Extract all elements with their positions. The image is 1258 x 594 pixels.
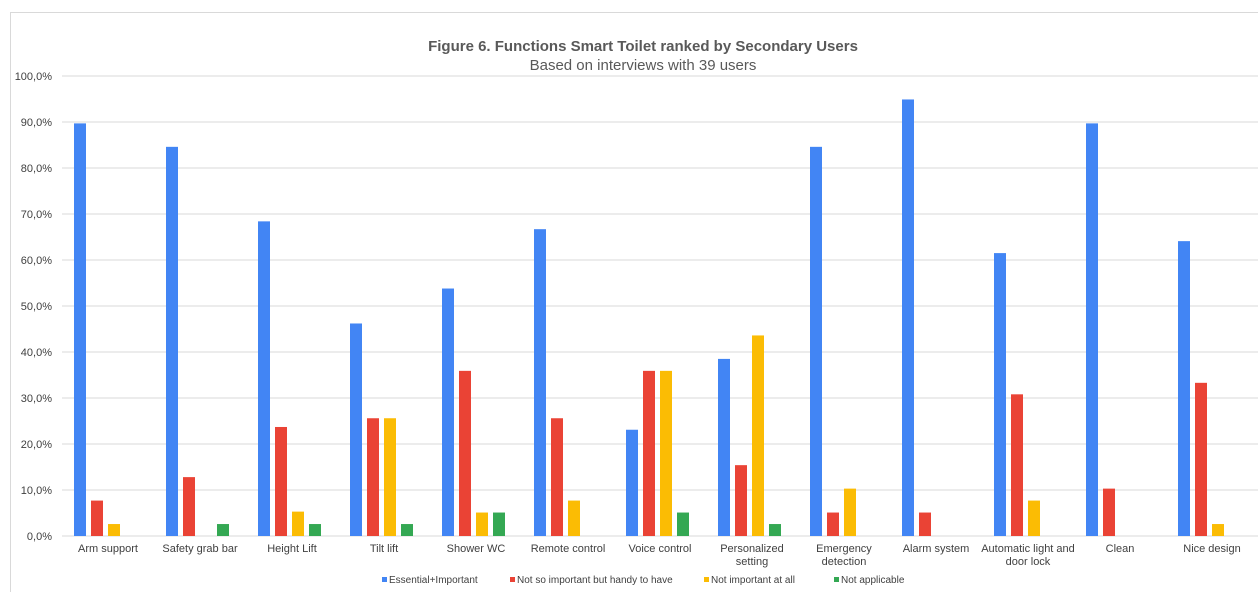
legend-label: Not so important but handy to have — [517, 575, 673, 586]
bar — [551, 418, 563, 536]
bar — [442, 288, 454, 536]
category-label: Safety grab bar — [162, 543, 238, 555]
category-label: Height Lift — [267, 543, 317, 555]
category-label: Personalized setting — [720, 543, 784, 568]
bar — [1178, 241, 1190, 536]
bar — [677, 512, 689, 536]
category-label: Emergency detection — [816, 543, 872, 568]
category-label: Voice control — [629, 543, 692, 555]
chart-frame — [10, 12, 1258, 592]
bar — [844, 488, 856, 536]
bar — [994, 253, 1006, 536]
category-label: Clean — [1106, 543, 1135, 555]
bar — [258, 221, 270, 537]
bar — [1028, 500, 1040, 536]
category-label: Tilt lift — [370, 543, 398, 555]
bar — [108, 524, 120, 536]
bar — [769, 524, 781, 536]
bar — [626, 429, 638, 536]
bar — [166, 146, 178, 536]
legend-swatch — [834, 577, 839, 582]
bar — [568, 500, 580, 536]
bar — [1011, 394, 1023, 536]
y-tick-label: 80,0% — [21, 163, 52, 175]
y-tick-label: 90,0% — [21, 117, 52, 129]
legend-swatch — [382, 577, 387, 582]
bar — [718, 358, 730, 536]
bar — [643, 370, 655, 536]
bar — [384, 418, 396, 536]
bar — [902, 99, 914, 537]
legend-swatch — [510, 577, 515, 582]
bar — [217, 524, 229, 536]
bar — [1103, 488, 1115, 536]
legend-swatch — [704, 577, 709, 582]
bar — [459, 370, 471, 536]
bar — [350, 323, 362, 536]
y-axis-ticks: 0,0% 10,0% 20,0% 30,0% 40,0% 50,0% 60,0% 70,0% 8… — [15, 71, 53, 543]
bar — [401, 524, 413, 536]
category-label: Automatic light and door lock — [981, 543, 1075, 568]
bar — [309, 524, 321, 536]
bar — [660, 370, 672, 536]
bar — [534, 229, 546, 536]
legend-label: Not applicable — [841, 575, 905, 586]
y-tick-label: 40,0% — [21, 347, 52, 359]
bar — [1086, 123, 1098, 536]
y-tick-label: 60,0% — [21, 255, 52, 267]
y-tick-label: 10,0% — [21, 485, 52, 497]
x-axis-categories: Arm support Safety grab bar Height Lift Til… — [78, 543, 1241, 568]
bars — [74, 99, 1224, 537]
bar — [735, 465, 747, 536]
bar — [74, 123, 86, 536]
bar — [493, 512, 505, 536]
y-tick-label: 50,0% — [21, 301, 52, 313]
bar — [367, 418, 379, 536]
bar — [91, 500, 103, 536]
category-label: Alarm system — [903, 543, 970, 555]
y-tick-label: 100,0% — [15, 71, 53, 83]
bar — [1195, 382, 1207, 536]
y-tick-label: 30,0% — [21, 393, 52, 405]
y-tick-label: 0,0% — [27, 531, 52, 543]
bar — [292, 511, 304, 536]
chart-subtitle: Based on interviews with 39 users — [530, 57, 757, 74]
y-tick-label: 70,0% — [21, 209, 52, 221]
legend-label: Essential+Important — [389, 575, 478, 586]
category-label: Arm support — [78, 543, 138, 555]
chart-title: Figure 6. Functions Smart Toilet ranked … — [428, 38, 858, 55]
category-label: Shower WC — [447, 543, 506, 555]
category-label: Nice design — [1183, 543, 1240, 555]
bar — [476, 512, 488, 536]
bar — [1212, 524, 1224, 536]
legend-label: Not important at all — [711, 575, 795, 586]
category-label: Remote control — [531, 543, 606, 555]
legend: Essential+Important Not so important but … — [382, 575, 905, 586]
bar — [810, 146, 822, 536]
bar — [183, 477, 195, 536]
y-tick-label: 20,0% — [21, 439, 52, 451]
bar — [752, 335, 764, 536]
bar — [275, 426, 287, 536]
bar — [827, 512, 839, 536]
bar — [919, 512, 931, 536]
